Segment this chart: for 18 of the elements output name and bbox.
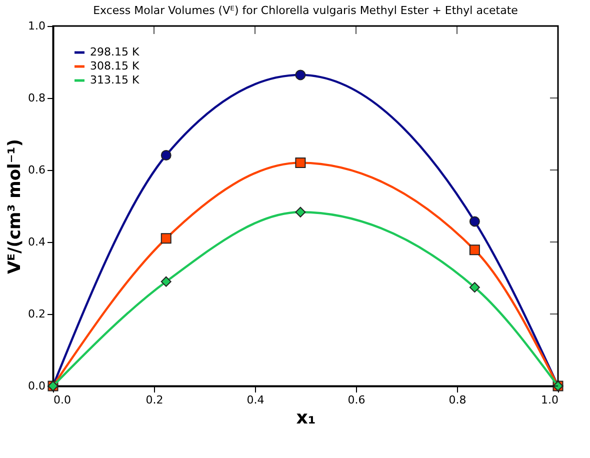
y-axis-title: Vᴱ/(cm³ mol⁻¹) [5, 138, 26, 274]
y-tick-label: 0.2 [28, 308, 46, 320]
y-tick-label: 0.6 [28, 164, 46, 176]
y-tick-label: 1.0 [28, 20, 46, 32]
chart-title: Excess Molar Volumes (Vᴱ) for Chlorella vulgaris Methyl Ester + Ethyl acetate [93, 4, 518, 17]
x-tick-label: 0.2 [146, 394, 164, 406]
x-tick-label: 0.0 [54, 394, 71, 406]
y-tick-label: 0.4 [28, 236, 46, 248]
y-tick-label: 0.8 [28, 92, 46, 104]
legend-label: 308.15 K [90, 60, 140, 72]
y-tick-label: 0.0 [28, 380, 46, 392]
x-tick-label: 0.6 [348, 394, 366, 406]
legend-label: 313.15 K [90, 74, 140, 86]
x-tick-label: 0.8 [448, 394, 466, 406]
x-axis-title: x₁ [296, 408, 316, 428]
x-tick-label: 0.4 [246, 394, 264, 406]
legend-label: 298.15 K [90, 46, 140, 58]
x-tick-label: 1.0 [541, 394, 558, 406]
